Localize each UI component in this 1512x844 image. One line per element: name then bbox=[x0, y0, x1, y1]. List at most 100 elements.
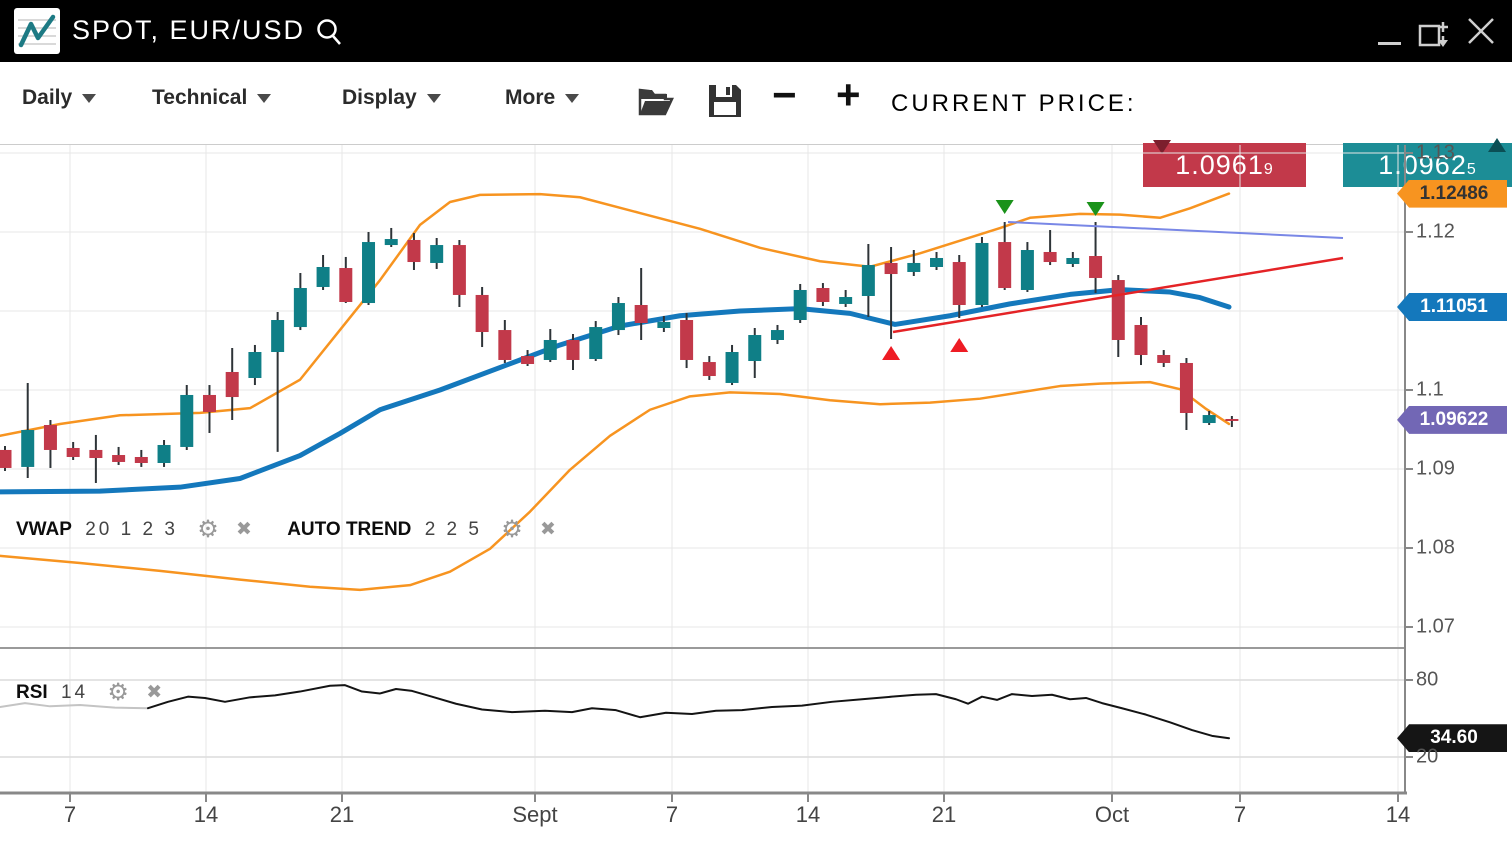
candle-bearish bbox=[1043, 251, 1057, 263]
chevron-down-icon bbox=[82, 93, 97, 103]
minimize-icon[interactable] bbox=[1378, 42, 1401, 45]
menu-display-label: Display bbox=[342, 86, 417, 109]
candle-bearish bbox=[43, 424, 57, 450]
gear-icon[interactable]: ⚙ bbox=[197, 515, 219, 543]
rsi-warmup-line bbox=[0, 702, 149, 710]
rsi-legend: RSI 14 ⚙ ✖ bbox=[16, 678, 162, 706]
y-axis-label: 1.09 bbox=[1416, 457, 1455, 480]
candle-bullish bbox=[21, 429, 35, 467]
buy-signal-triangle-icon bbox=[950, 338, 969, 352]
candle-bearish bbox=[1111, 280, 1125, 340]
candle-bearish bbox=[1225, 418, 1239, 421]
price-up-arrow-icon bbox=[1488, 138, 1506, 152]
gear-icon[interactable]: ⚙ bbox=[107, 678, 129, 706]
candle-bearish bbox=[634, 304, 648, 324]
save-icon[interactable] bbox=[706, 82, 744, 120]
y-axis-label: 1.1 bbox=[1416, 378, 1444, 401]
menu-daily-label: Daily bbox=[22, 86, 73, 109]
y-axis-label: 1.08 bbox=[1416, 536, 1455, 559]
candle-bearish bbox=[1089, 256, 1103, 278]
candle-bullish bbox=[293, 288, 307, 328]
menu-more[interactable]: More bbox=[505, 86, 580, 110]
chevron-down-icon bbox=[426, 93, 441, 103]
price-down-arrow-icon bbox=[1153, 140, 1171, 154]
upper-band-price-badge: 1.12486 bbox=[1397, 179, 1507, 208]
candle-bearish bbox=[1179, 362, 1193, 413]
candle-bullish bbox=[725, 352, 739, 383]
candle-bullish bbox=[157, 444, 171, 463]
candle-bearish bbox=[134, 456, 148, 463]
candle-bullish bbox=[1202, 415, 1216, 424]
candle-bullish bbox=[589, 327, 603, 360]
candle-bullish bbox=[975, 242, 989, 305]
vwap-line bbox=[0, 287, 1232, 495]
open-folder-icon[interactable] bbox=[636, 82, 676, 120]
symbol-title: SPOT, EUR/USD bbox=[72, 15, 306, 45]
candle-bearish bbox=[89, 449, 103, 459]
gear-icon[interactable]: ⚙ bbox=[501, 515, 523, 543]
candle-bearish bbox=[202, 394, 216, 412]
vwap-legend: VWAP 20 1 2 3 ⚙ ✖ AUTO TREND 2 2 5 ⚙ ✖ bbox=[16, 515, 556, 543]
vwap-label: VWAP bbox=[16, 519, 72, 540]
candle-bearish bbox=[566, 339, 580, 360]
y-axis-label: 1.12 bbox=[1416, 220, 1455, 243]
auto-trend-label: AUTO TREND bbox=[287, 519, 412, 540]
candle-bullish bbox=[611, 303, 625, 331]
candle-bearish bbox=[452, 245, 466, 295]
candle-bearish bbox=[998, 242, 1012, 289]
candle-bearish bbox=[702, 362, 716, 377]
x-axis-label: 21 bbox=[329, 802, 355, 827]
candle-bearish bbox=[498, 330, 512, 360]
candle-bullish bbox=[793, 289, 807, 321]
zoom-out-icon[interactable]: − bbox=[772, 71, 797, 118]
candle-bullish bbox=[180, 394, 194, 447]
ask-price-pip: 5 bbox=[1466, 161, 1477, 178]
y-axis-label: 1.13 bbox=[1416, 141, 1455, 164]
chart-logo-icon bbox=[14, 8, 60, 54]
candle-bearish bbox=[225, 371, 239, 398]
auto-trend-resistance bbox=[1007, 220, 1344, 240]
candle-bullish bbox=[748, 335, 762, 362]
menu-technical[interactable]: Technical bbox=[152, 86, 272, 110]
vwap-price-badge: 1.11051 bbox=[1397, 292, 1507, 321]
remove-indicator-icon[interactable]: ✖ bbox=[540, 518, 556, 540]
candle-bearish bbox=[0, 449, 12, 468]
candle-bullish bbox=[839, 297, 853, 304]
sell-signal-triangle-icon bbox=[995, 200, 1014, 214]
remove-indicator-icon[interactable]: ✖ bbox=[235, 518, 252, 540]
rsi-axis-label: 80 bbox=[1416, 668, 1439, 691]
menu-daily[interactable]: Daily bbox=[22, 86, 97, 110]
vwap-params: 20 1 2 3 bbox=[85, 519, 178, 540]
remove-indicator-icon[interactable]: ✖ bbox=[146, 681, 163, 703]
rsi-params: 14 bbox=[60, 682, 89, 703]
candle-bearish bbox=[1134, 324, 1148, 356]
candle-bearish bbox=[952, 262, 966, 305]
current-price-label: CURRENT PRICE: bbox=[891, 90, 1137, 117]
candle-bullish bbox=[316, 266, 330, 287]
candle-bearish bbox=[1157, 355, 1171, 363]
price-chart-plot[interactable] bbox=[0, 145, 1512, 844]
candle-bearish bbox=[884, 262, 898, 275]
x-axis-label: 14 bbox=[795, 802, 821, 827]
candle-bearish bbox=[112, 455, 126, 462]
menu-display[interactable]: Display bbox=[342, 86, 441, 110]
candle-bullish bbox=[1020, 250, 1034, 290]
candle-bullish bbox=[271, 320, 285, 353]
chevron-down-icon bbox=[257, 93, 272, 103]
search-icon[interactable] bbox=[314, 16, 344, 48]
zoom-in-icon[interactable]: + bbox=[836, 71, 861, 118]
upper-band-line bbox=[0, 192, 1231, 438]
menu-more-label: More bbox=[505, 86, 556, 109]
candle-bearish bbox=[475, 294, 489, 333]
ask-price-value: 1.0962 bbox=[1378, 150, 1467, 180]
menu-technical-label: Technical bbox=[152, 86, 248, 109]
close-icon[interactable] bbox=[1464, 14, 1498, 48]
candle-bullish bbox=[907, 262, 921, 272]
bid-price-value: 1.0961 bbox=[1175, 150, 1264, 180]
lower-band-line bbox=[0, 380, 1231, 592]
candle-bearish bbox=[680, 320, 694, 360]
rsi-line bbox=[147, 684, 1230, 740]
chevron-down-icon bbox=[565, 93, 580, 103]
popout-icon[interactable] bbox=[1416, 16, 1452, 50]
toolbar: Daily Technical Display More − + CURRENT… bbox=[0, 62, 1512, 187]
